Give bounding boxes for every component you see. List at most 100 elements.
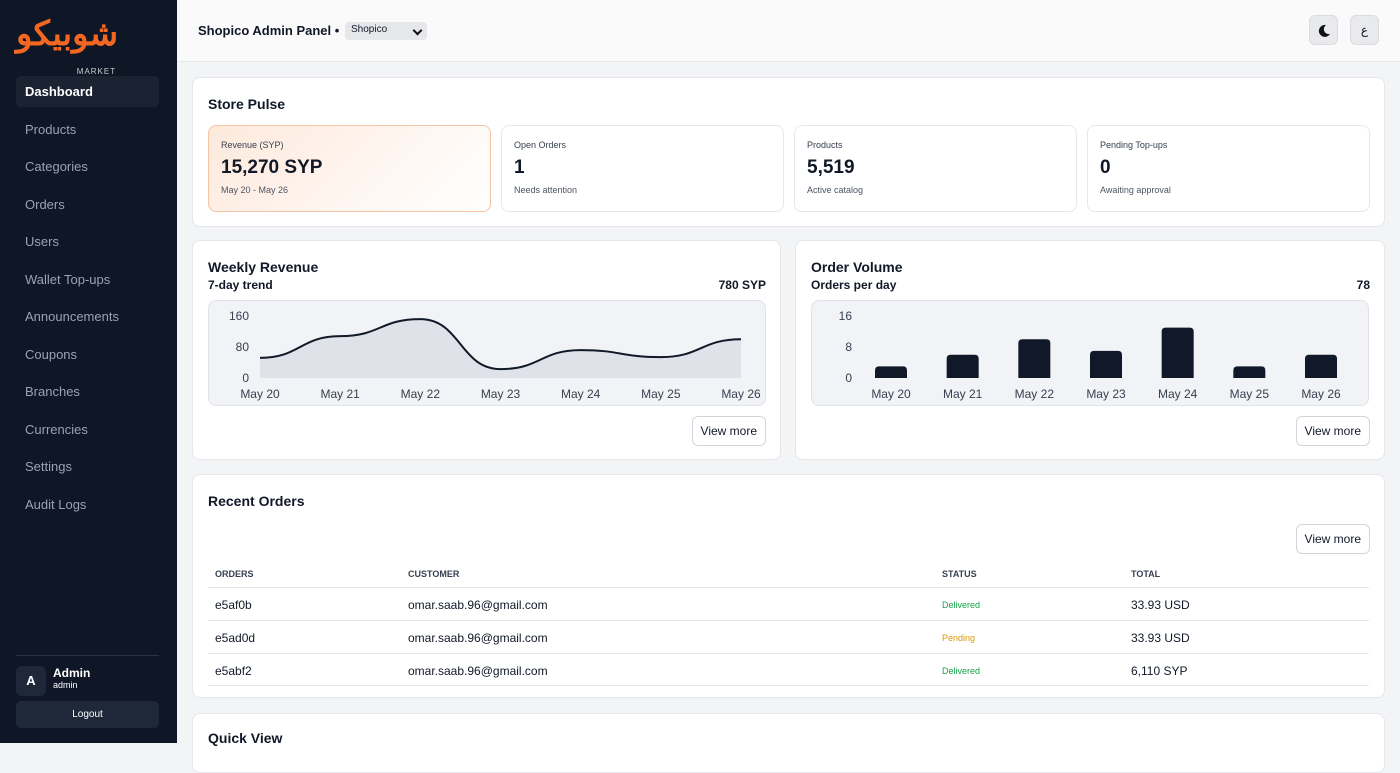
cell-customer: omar.saab.96@gmail.com bbox=[408, 664, 548, 678]
stat-label: Revenue (SYP) bbox=[221, 140, 284, 150]
stat-note: Needs attention bbox=[514, 185, 578, 195]
stat-value: 1 bbox=[514, 157, 525, 178]
language-toggle[interactable]: ع bbox=[1350, 15, 1379, 45]
bar bbox=[875, 366, 907, 378]
y-tick-label: 160 bbox=[229, 309, 249, 323]
logo-sub: MARKET bbox=[76, 67, 117, 76]
card-title: Recent Orders bbox=[208, 493, 305, 509]
chart-subtitle: 7-day trend bbox=[208, 278, 273, 292]
cell-total: 6,110 SYP bbox=[1131, 664, 1188, 678]
bar bbox=[1161, 327, 1194, 378]
x-tick-label: May 26 bbox=[721, 387, 761, 401]
stat-label: Products bbox=[807, 140, 843, 150]
logout-button[interactable]: Logout bbox=[16, 701, 159, 728]
weekly-card: Weekly Revenue 7-day trend 780 SYP View mor… bbox=[192, 240, 781, 460]
bar bbox=[1018, 339, 1051, 378]
volume-card: Order Volume Orders per day 78 View more 0 8 1… bbox=[795, 240, 1385, 460]
cell-status: Pending bbox=[942, 633, 976, 643]
nav-item[interactable]: Dashboard bbox=[16, 76, 159, 107]
nav-item[interactable]: Users bbox=[25, 234, 59, 249]
nav-item[interactable]: Settings bbox=[25, 459, 72, 474]
logo: شوبيكو MARKET bbox=[16, 14, 119, 76]
line bbox=[259, 318, 742, 371]
chart-box: 0 80 160 May 20 May 21 May 22 May 23 May 24 May … bbox=[208, 300, 766, 406]
chart: 0 80 160 May 20 May 21 May 22 May 23 May 24 May … bbox=[229, 309, 761, 401]
stat-value: 0 bbox=[1100, 157, 1111, 178]
x-tick-label: May 22 bbox=[401, 387, 441, 401]
nav-item[interactable]: Currencies bbox=[25, 421, 88, 437]
logo-text: شوبيكو bbox=[16, 15, 119, 53]
x-tick-label: May 22 bbox=[1015, 387, 1055, 401]
store-pulse: Store Pulse Revenue (SYP) 15,270 SYP May 2… bbox=[192, 77, 1385, 227]
stat-card: Pending Top-ups 0 Awaiting approval bbox=[1087, 125, 1370, 212]
nav-item[interactable]: Wallet Top-ups bbox=[25, 271, 111, 287]
header-title: Shopico Admin Panel • bbox=[198, 23, 340, 38]
cell-customer: omar.saab.96@gmail.com bbox=[408, 598, 548, 612]
nav-item[interactable]: Announcements bbox=[25, 309, 119, 324]
nav-item[interactable]: Categories bbox=[25, 159, 88, 174]
stat-note: Active catalog bbox=[807, 185, 864, 195]
stat-card: Open Orders 1 Needs attention bbox=[501, 125, 784, 212]
user: A Admin admin bbox=[16, 655, 159, 696]
bar bbox=[946, 354, 979, 378]
x-tick-label: May 25 bbox=[641, 387, 681, 401]
nav-item[interactable]: Coupons bbox=[25, 346, 78, 362]
bar bbox=[1305, 354, 1337, 378]
nav-item[interactable]: Audit Logs bbox=[25, 496, 87, 512]
y-tick-label: 80 bbox=[236, 340, 250, 354]
cell-status: Delivered bbox=[942, 600, 981, 610]
column-header: CUSTOMER bbox=[408, 569, 460, 579]
stat-note: May 20 - May 26 bbox=[221, 185, 289, 195]
stat-card: Products 5,519 Active catalog bbox=[794, 125, 1077, 212]
cell-order: e5abf2 bbox=[215, 664, 252, 678]
nav-item[interactable]: Branches bbox=[25, 384, 80, 399]
user-name: Admin bbox=[53, 666, 91, 680]
column-header: ORDERS bbox=[215, 569, 254, 579]
card-title: Store Pulse bbox=[208, 96, 286, 112]
stat-value: 15,270 SYP bbox=[221, 157, 323, 178]
area bbox=[260, 319, 741, 378]
page: شوبيكو MARKET Dashboard Products Categories… bbox=[0, 0, 1400, 743]
x-tick-label: May 23 bbox=[1086, 387, 1126, 401]
cell-total: 33.93 USD bbox=[1131, 598, 1190, 612]
cell-order: e5ad0d bbox=[215, 631, 256, 645]
card-title: Quick View bbox=[208, 730, 283, 746]
store-select[interactable]: Shopico bbox=[345, 22, 427, 40]
table-row: e5ad0d omar.saab.96@gmail.com Pending 33.93… bbox=[208, 620, 1369, 653]
stat-value: 5,519 bbox=[807, 157, 855, 178]
stat-note: Awaiting approval bbox=[1100, 185, 1171, 195]
cell-total: 33.93 USD bbox=[1131, 631, 1190, 645]
column-header: STATUS bbox=[942, 569, 977, 579]
chart-total: 78 bbox=[1356, 278, 1370, 292]
chart-box: 0 8 16 May 20 May 21 May 22 May 23 May 24 May 25… bbox=[811, 300, 1369, 406]
nav: Dashboard Products Categories Orders Users Wa… bbox=[16, 76, 159, 526]
column-header: TOTAL bbox=[1131, 569, 1161, 579]
x-tick-label: May 21 bbox=[943, 387, 983, 401]
x-tick-label: May 20 bbox=[240, 387, 280, 401]
cell-status: Delivered bbox=[942, 666, 981, 676]
header: Shopico Admin Panel • Shopico ع bbox=[177, 0, 1400, 62]
orders-card: Recent Orders View more ORDERS CUSTOMER ST… bbox=[192, 474, 1385, 698]
table-row: e5abf2 omar.saab.96@gmail.com Delivered 6,1… bbox=[208, 653, 1369, 686]
nav-item[interactable]: Products bbox=[25, 121, 77, 137]
user-role: admin bbox=[53, 680, 78, 690]
nav-item[interactable]: Orders bbox=[25, 196, 65, 212]
y-tick-label: 8 bbox=[845, 340, 852, 354]
table-row: e5af0b omar.saab.96@gmail.com Delivered 33.… bbox=[208, 587, 1369, 620]
cell-order: e5af0b bbox=[215, 598, 252, 612]
view-more[interactable]: View more bbox=[691, 416, 766, 446]
x-tick-label: May 23 bbox=[481, 387, 521, 401]
stat-label: Pending Top-ups bbox=[1100, 140, 1168, 150]
stat-card: Revenue (SYP) 15,270 SYP May 20 - May 26 bbox=[208, 125, 491, 212]
x-tick-label: May 26 bbox=[1301, 387, 1341, 401]
quick-view: Quick View bbox=[192, 713, 1385, 773]
x-tick-label: May 25 bbox=[1230, 387, 1270, 401]
card-title: Weekly Revenue bbox=[208, 259, 319, 275]
cell-customer: omar.saab.96@gmail.com bbox=[408, 631, 548, 645]
chart: 0 8 16 May 20 May 21 May 22 May 23 May 24 May 25… bbox=[839, 309, 1341, 401]
view-more[interactable]: View more bbox=[1295, 524, 1370, 554]
view-more[interactable]: View more bbox=[1295, 416, 1370, 446]
chart-total: 780 SYP bbox=[718, 278, 766, 292]
theme-toggle[interactable] bbox=[1309, 15, 1338, 45]
bar bbox=[1233, 366, 1266, 378]
